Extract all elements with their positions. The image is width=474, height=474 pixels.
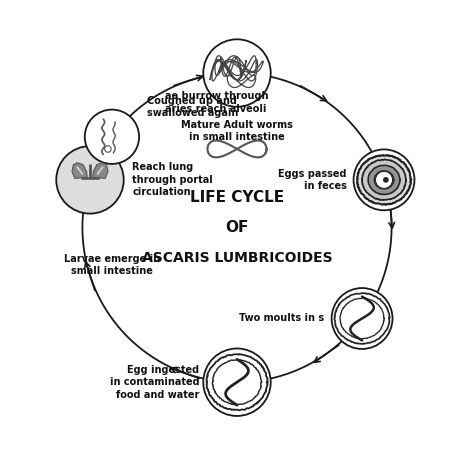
Polygon shape xyxy=(357,155,411,205)
Text: ASCARIS LUMBRICOIDES: ASCARIS LUMBRICOIDES xyxy=(142,251,332,265)
Circle shape xyxy=(203,39,271,107)
Text: Two moults in s: Two moults in s xyxy=(239,313,325,323)
Polygon shape xyxy=(374,171,394,189)
Text: Reach lung
through portal
circulation: Reach lung through portal circulation xyxy=(132,163,213,197)
Circle shape xyxy=(375,171,392,188)
Text: Egg ingested
in contaminated
food and water: Egg ingested in contaminated food and wa… xyxy=(110,365,200,400)
Circle shape xyxy=(332,288,392,349)
Circle shape xyxy=(85,109,139,164)
Text: ae burrow through
aries reach alveoli: ae burrow through aries reach alveoli xyxy=(165,91,268,114)
Text: Eggs passed
in feces: Eggs passed in feces xyxy=(278,169,346,191)
Polygon shape xyxy=(362,159,406,200)
Circle shape xyxy=(354,149,414,210)
Text: Mature Adult worms
in small intestine: Mature Adult worms in small intestine xyxy=(181,120,293,142)
Circle shape xyxy=(384,178,388,182)
Polygon shape xyxy=(72,163,87,179)
Text: OF: OF xyxy=(225,220,249,235)
Circle shape xyxy=(203,348,271,416)
Circle shape xyxy=(56,146,124,214)
Text: Coughed up and
swallowed again: Coughed up and swallowed again xyxy=(147,96,238,118)
Text: Larvae emerge in
small intestine: Larvae emerge in small intestine xyxy=(64,254,160,276)
Circle shape xyxy=(105,146,111,152)
Text: LIFE CYCLE: LIFE CYCLE xyxy=(190,190,284,205)
Polygon shape xyxy=(93,163,108,179)
Polygon shape xyxy=(368,165,400,195)
